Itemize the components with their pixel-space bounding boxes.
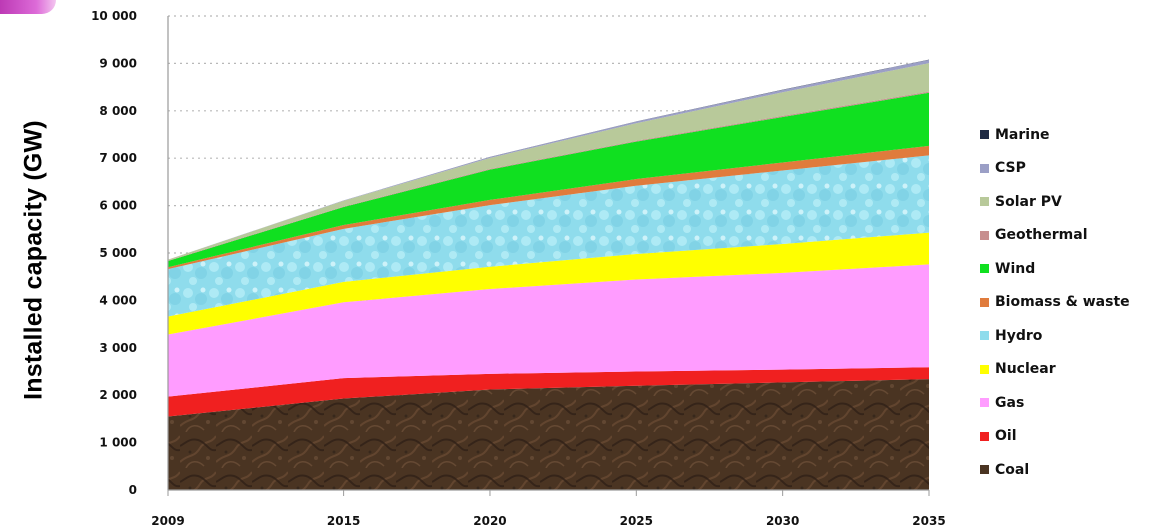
legend-item-oil: Oil: [980, 420, 1150, 454]
legend-swatch-solar-pv: [980, 197, 989, 207]
legend-label-nuclear: Nuclear: [995, 361, 1056, 378]
area-gas: [168, 264, 929, 397]
area-nuclear: [168, 232, 929, 335]
legend-item-coal: Coal: [980, 453, 1150, 487]
legend-item-wind: Wind: [980, 252, 1150, 286]
legend-label-marine: Marine: [995, 126, 1050, 143]
legend-label-gas: Gas: [995, 394, 1025, 411]
area-biomass-and-waste: [168, 145, 929, 270]
y-tick-label-5-000: 5 000: [99, 246, 137, 260]
legend-swatch-geothermal: [980, 230, 989, 240]
legend-label-solar-pv: Solar PV: [995, 193, 1062, 210]
legend-item-solar-pv: Solar PV: [980, 185, 1150, 219]
legend-item-geothermal: Geothermal: [980, 219, 1150, 253]
legend-swatch-biomass-and-waste: [980, 297, 989, 307]
area-coal: [168, 379, 929, 490]
x-tick-label-2020: 2020: [473, 514, 506, 528]
legend-swatch-hydro: [980, 331, 989, 341]
legend-item-marine: Marine: [980, 118, 1150, 152]
legend-label-coal: Coal: [995, 461, 1030, 478]
legend-swatch-nuclear: [980, 364, 989, 374]
legend-label-geothermal: Geothermal: [995, 227, 1088, 244]
y-tick-label-0: 0: [129, 483, 137, 497]
corner-decoration: [0, 0, 56, 14]
area-oil: [168, 367, 929, 417]
legend-swatch-coal: [980, 465, 989, 475]
legend-label-wind: Wind: [995, 260, 1036, 277]
y-tick-label-9-000: 9 000: [99, 56, 137, 70]
area-layer: [168, 59, 929, 490]
legend-item-gas: Gas: [980, 386, 1150, 420]
legend-item-hydro: Hydro: [980, 319, 1150, 353]
y-tick-label-10-000: 10 000: [91, 9, 137, 23]
axis-layer: 0 1 000 2 000 3 000 4 000 5 000 6 000 7 000 8 00…: [91, 9, 946, 528]
area-hydro: [168, 155, 929, 317]
y-tick-label-4-000: 4 000: [99, 293, 137, 307]
legend-label-hydro: Hydro: [995, 327, 1043, 344]
legend-swatch-marine: [980, 130, 989, 140]
y-tick-label-7-000: 7 000: [99, 151, 137, 165]
legend-label-biomass-and-waste: Biomass & waste: [995, 294, 1130, 311]
y-tick-label-2-000: 2 000: [99, 388, 137, 402]
y-tick-label-6-000: 6 000: [99, 199, 137, 213]
legend-label-oil: Oil: [995, 428, 1017, 445]
legend-item-csp: CSP: [980, 152, 1150, 186]
y-tick-label-1-000: 1 000: [99, 436, 137, 450]
x-tick-label-2030: 2030: [766, 514, 799, 528]
chart-legend: Marine CSP Solar PV Geothermal Wind Biomass &…: [980, 118, 1150, 487]
area-solar-pv: [168, 63, 929, 261]
x-tick-label-2015: 2015: [327, 514, 360, 528]
legend-label-csp: CSP: [995, 160, 1026, 177]
y-tick-label-3-000: 3 000: [99, 341, 137, 355]
legend-swatch-wind: [980, 264, 989, 274]
legend-item-biomass-and-waste: Biomass & waste: [980, 286, 1150, 320]
legend-swatch-gas: [980, 398, 989, 408]
legend-item-nuclear: Nuclear: [980, 353, 1150, 387]
y-tick-label-8-000: 8 000: [99, 104, 137, 118]
x-tick-label-2025: 2025: [620, 514, 653, 528]
legend-swatch-oil: [980, 431, 989, 441]
legend-swatch-csp: [980, 163, 989, 173]
area-wind: [168, 92, 929, 268]
x-tick-label-2035: 2035: [912, 514, 945, 528]
x-tick-label-2009: 2009: [151, 514, 184, 528]
